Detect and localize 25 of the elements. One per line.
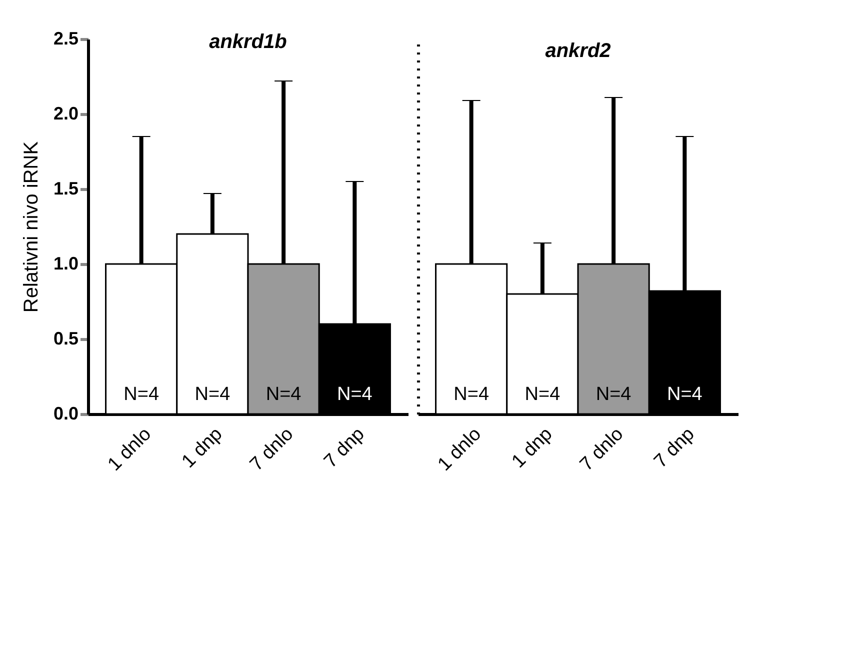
annotation: N=4 (666, 384, 703, 405)
x-tick-label: 7 dnp (320, 424, 369, 472)
x-tick-label: 1 dnp (508, 424, 557, 472)
annotation: N=4 (524, 384, 561, 405)
y-tick-label: 2.0 (53, 104, 78, 124)
y-tick-label: 0.5 (53, 328, 78, 348)
y-axis-title: Relativni nivo iRNK (20, 140, 42, 313)
annotation: N=4 (336, 384, 373, 405)
chart-title: ankrd2 (545, 40, 611, 62)
chart-title: ankrd1b (209, 31, 287, 53)
annotation: N=4 (124, 384, 160, 405)
y-tick-label: 2.5 (53, 28, 78, 48)
annotation: N=4 (596, 384, 632, 405)
x-tick-label: 7 dnlo (576, 424, 628, 476)
annotation: N=4 (454, 384, 490, 405)
x-tick-label: 7 dnp (650, 424, 699, 472)
y-tick-label: 1.5 (53, 178, 78, 198)
annotation: N=4 (194, 384, 231, 405)
x-tick-label: 1 dnp (178, 424, 227, 472)
x-tick-label: 1 dnlo (434, 424, 486, 476)
x-tick-label: 7 dnlo (246, 424, 298, 476)
y-tick-label: 0.0 (53, 404, 78, 424)
x-tick-label: 1 dnlo (104, 424, 156, 476)
annotation: N=4 (266, 384, 302, 405)
y-tick-label: 1.0 (53, 254, 78, 274)
